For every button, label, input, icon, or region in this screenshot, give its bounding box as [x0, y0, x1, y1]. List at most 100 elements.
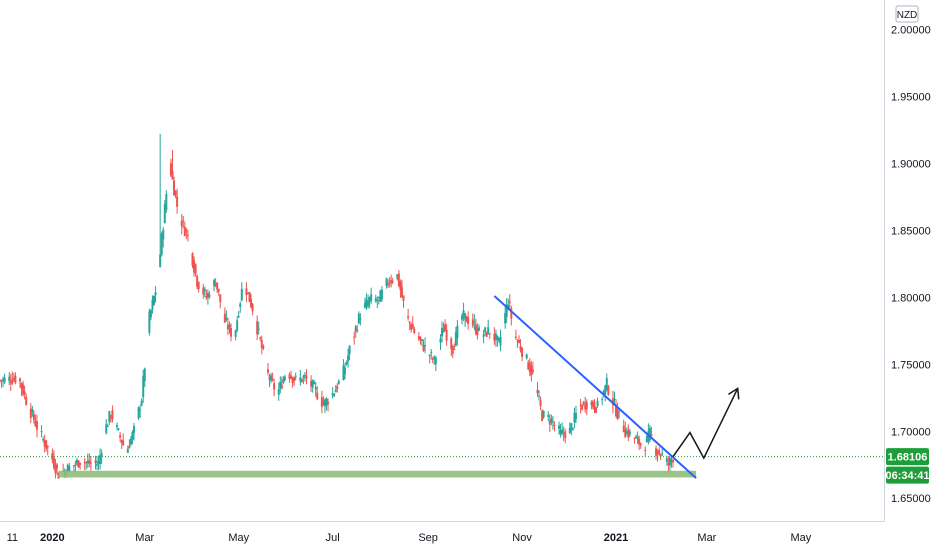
candle	[291, 376, 294, 388]
candle-body	[245, 288, 248, 296]
candle-body	[442, 330, 445, 333]
candle-body	[14, 375, 17, 383]
candle-body	[628, 431, 631, 435]
candle	[305, 369, 308, 385]
candle-body	[650, 433, 653, 436]
candle	[191, 252, 194, 269]
candle	[570, 422, 573, 436]
candle	[186, 229, 189, 242]
x-tick-label: 11	[7, 532, 18, 544]
candle-body	[525, 354, 528, 359]
candle-body	[35, 421, 38, 430]
candle	[151, 295, 154, 314]
candle	[148, 308, 151, 336]
candle-body	[521, 348, 524, 357]
candle-body	[505, 304, 508, 317]
candle-body	[656, 451, 659, 455]
candle-body	[72, 465, 75, 467]
candle-body	[262, 346, 265, 349]
candle	[411, 316, 414, 329]
candle	[9, 373, 12, 391]
candle	[390, 274, 393, 288]
candle-body	[568, 427, 571, 434]
candle-body	[176, 196, 179, 207]
candle-body	[417, 336, 420, 340]
candle	[400, 279, 403, 298]
candle	[357, 311, 360, 325]
candle-body	[550, 418, 553, 423]
candle-body	[615, 405, 618, 417]
candle	[277, 382, 280, 401]
candle-body	[79, 462, 82, 465]
candle-body	[88, 460, 91, 464]
candle-body	[359, 318, 362, 320]
plot-area[interactable]	[0, 133, 884, 479]
candle-body	[444, 324, 447, 331]
candle	[89, 455, 92, 471]
candle	[367, 294, 370, 309]
candle	[462, 302, 465, 322]
candle	[333, 392, 336, 398]
candle	[262, 344, 265, 351]
candle	[607, 384, 610, 396]
candle	[496, 335, 499, 347]
candle	[29, 403, 32, 424]
candle-body	[616, 408, 619, 420]
candle-body	[129, 438, 132, 445]
candle-body	[223, 313, 226, 323]
projection-path[interactable]	[672, 388, 739, 460]
candle-body	[604, 385, 607, 395]
candle	[11, 371, 14, 386]
support-zone-rectangle[interactable]	[58, 470, 697, 478]
candle	[433, 355, 436, 365]
candle	[196, 274, 199, 290]
x-tick-label: Mar	[697, 532, 716, 544]
candle-body	[413, 328, 416, 334]
candle	[439, 334, 442, 351]
candle-body	[277, 389, 280, 395]
candle-body	[585, 401, 588, 410]
candle-body	[507, 304, 510, 309]
candle	[316, 386, 319, 401]
candle	[86, 453, 89, 468]
candle-body	[365, 299, 368, 307]
candle-body	[216, 282, 219, 290]
candle	[444, 319, 447, 332]
x-tick-label: May	[228, 532, 249, 544]
candle	[413, 326, 416, 335]
descending-trendline[interactable]	[493, 295, 697, 479]
candle-body	[450, 338, 453, 349]
candle	[519, 339, 522, 353]
candle-body	[454, 332, 457, 346]
candle-body	[593, 402, 596, 411]
candle	[22, 380, 25, 397]
candle	[311, 379, 314, 393]
candle	[302, 374, 305, 385]
candle-body	[451, 346, 454, 354]
candle	[379, 289, 382, 302]
candle-body	[516, 340, 519, 342]
candle-body	[410, 324, 413, 330]
candle-body	[268, 376, 271, 380]
drawings-layer[interactable]	[58, 295, 740, 479]
candle	[542, 410, 545, 419]
candle-body	[354, 326, 357, 332]
candle-body	[96, 464, 99, 466]
candle	[579, 398, 582, 414]
candle	[236, 316, 239, 333]
candle-body	[485, 332, 488, 337]
candle-body	[518, 339, 521, 343]
currency-label[interactable]: NZD	[895, 5, 919, 23]
x-tick-label: Nov	[512, 532, 532, 544]
candle-body	[240, 288, 243, 301]
candle	[259, 336, 262, 342]
candle-body	[100, 453, 103, 457]
candle-body	[217, 288, 220, 292]
candle-body	[293, 377, 296, 382]
candle	[3, 373, 6, 385]
candle	[430, 349, 433, 360]
candle	[137, 406, 140, 421]
candle-body	[228, 324, 231, 328]
